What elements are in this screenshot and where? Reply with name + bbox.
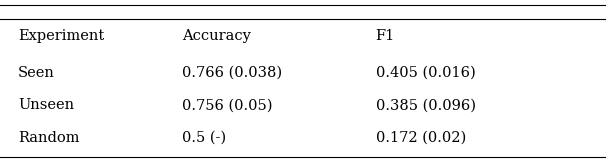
Text: 0.5 (-): 0.5 (-) — [182, 131, 226, 145]
Text: 0.756 (0.05): 0.756 (0.05) — [182, 98, 272, 112]
Text: 0.172 (0.02): 0.172 (0.02) — [376, 131, 466, 145]
Text: Seen: Seen — [18, 66, 55, 80]
Text: Accuracy: Accuracy — [182, 29, 251, 43]
Text: Unseen: Unseen — [18, 98, 75, 112]
Text: 0.766 (0.038): 0.766 (0.038) — [182, 66, 282, 80]
Text: Random: Random — [18, 131, 79, 145]
Text: 0.405 (0.016): 0.405 (0.016) — [376, 66, 476, 80]
Text: 0.385 (0.096): 0.385 (0.096) — [376, 98, 476, 112]
Text: Experiment: Experiment — [18, 29, 104, 43]
Text: F1: F1 — [376, 29, 395, 43]
